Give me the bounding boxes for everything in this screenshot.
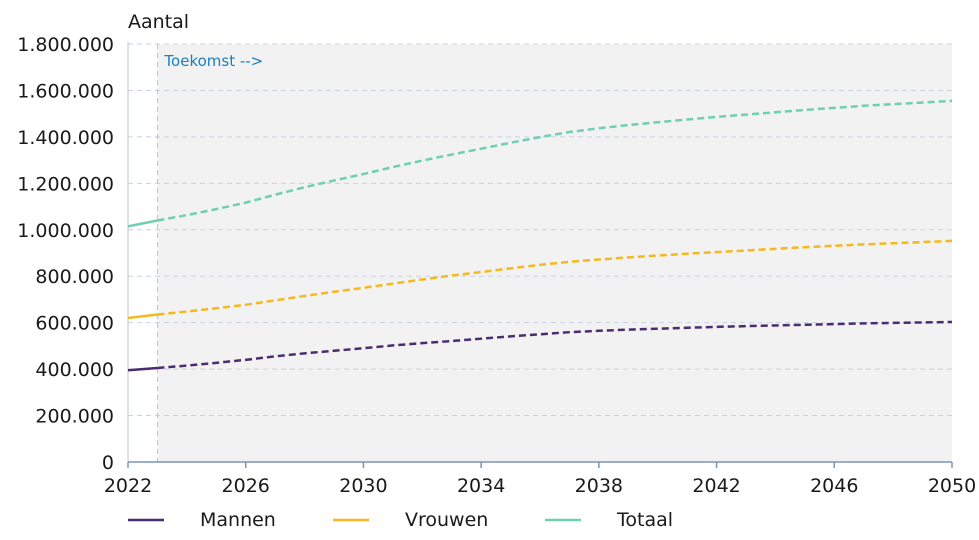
y-tick-label: 800.000 [35, 266, 114, 288]
x-tick-label: 2038 [575, 475, 623, 497]
x-tick-label: 2046 [810, 475, 858, 497]
y-tick-label: 0 [102, 452, 114, 474]
legend-label-mannen: Mannen [200, 509, 276, 531]
future-region [157, 44, 952, 462]
future-label: Toekomst --> [163, 52, 263, 70]
x-tick-label: 2022 [104, 475, 152, 497]
y-tick-label: 1.400.000 [17, 127, 114, 149]
y-tick-label: 1.000.000 [17, 220, 114, 242]
series-line-mannen-projection [157, 320, 953, 370]
gridlines [128, 43, 952, 417]
x-tick-labels: 2022 2026 2030 2034 2038 2042 2046 2050 [104, 475, 976, 497]
series [127, 99, 953, 372]
y-tick-label: 400.000 [35, 359, 114, 381]
y-tick-labels: 0 200.000 400.000 600.000 800.000 1.000.000 1.… [17, 34, 114, 474]
x-tick-label: 2050 [928, 475, 976, 497]
y-tick-label: 600.000 [35, 313, 114, 335]
legend-label-vrouwen: Vrouwen [405, 509, 488, 531]
series-line-totaal-history [127, 219, 158, 228]
series-line-totaal-projection [157, 99, 953, 222]
series-line-mannen-history [127, 366, 158, 372]
y-tick-label: 1.200.000 [17, 173, 114, 195]
x-tick-label: 2026 [222, 475, 270, 497]
series-line-vrouwen-projection [157, 239, 953, 316]
x-tick-label: 2030 [339, 475, 387, 497]
legend: Mannen Vrouwen Totaal [128, 509, 673, 531]
y-axis-title: Aantal [128, 11, 189, 33]
y-tick-label: 1.600.000 [17, 80, 114, 102]
y-tick-label: 1.800.000 [17, 34, 114, 56]
x-tick-label: 2034 [457, 475, 505, 497]
y-tick-label: 200.000 [35, 406, 114, 428]
legend-label-totaal: Totaal [616, 509, 673, 531]
series-line-vrouwen-history [127, 313, 158, 320]
axes [127, 42, 953, 468]
x-tick-label: 2042 [692, 475, 740, 497]
